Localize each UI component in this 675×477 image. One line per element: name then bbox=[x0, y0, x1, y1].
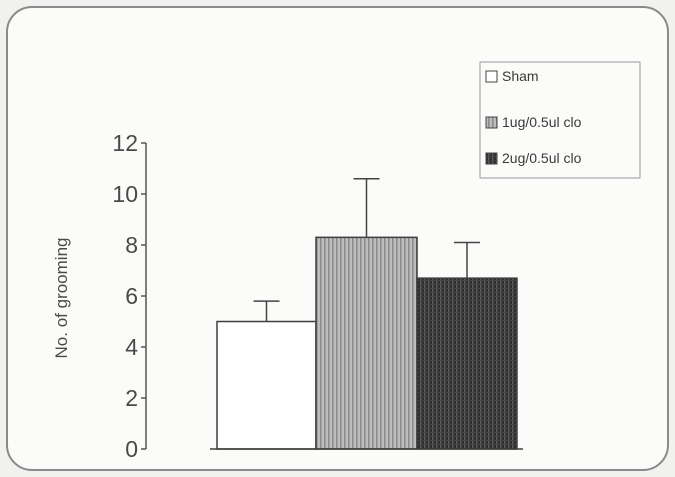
legend-box bbox=[479, 61, 641, 179]
legend-label-2ug: 2ug/0.5ul clo bbox=[502, 150, 582, 166]
legend: Sham 1ug/0.5ul clo 2ug/0.5ul clo bbox=[479, 61, 641, 179]
y-tick-label: 0 bbox=[125, 436, 138, 462]
legend-label-1ug: 1ug/0.5ul clo bbox=[502, 114, 582, 130]
bar-2ug-clo bbox=[416, 277, 518, 450]
legend-swatch-2ug bbox=[485, 152, 498, 165]
y-tick-label: 6 bbox=[125, 283, 138, 309]
y-tick-label: 2 bbox=[125, 385, 138, 411]
legend-swatch-sham bbox=[485, 70, 498, 83]
y-tick-label: 12 bbox=[112, 130, 138, 156]
y-tick-label: 10 bbox=[112, 181, 138, 207]
y-axis-title: No. of grooming bbox=[52, 238, 71, 359]
bar-sham bbox=[216, 320, 317, 450]
bar-1ug-clo bbox=[315, 236, 418, 450]
y-tick-label: 4 bbox=[125, 334, 138, 360]
legend-label-sham: Sham bbox=[502, 68, 539, 84]
legend-swatch-1ug bbox=[485, 116, 498, 129]
y-tick-label: 8 bbox=[125, 232, 138, 258]
